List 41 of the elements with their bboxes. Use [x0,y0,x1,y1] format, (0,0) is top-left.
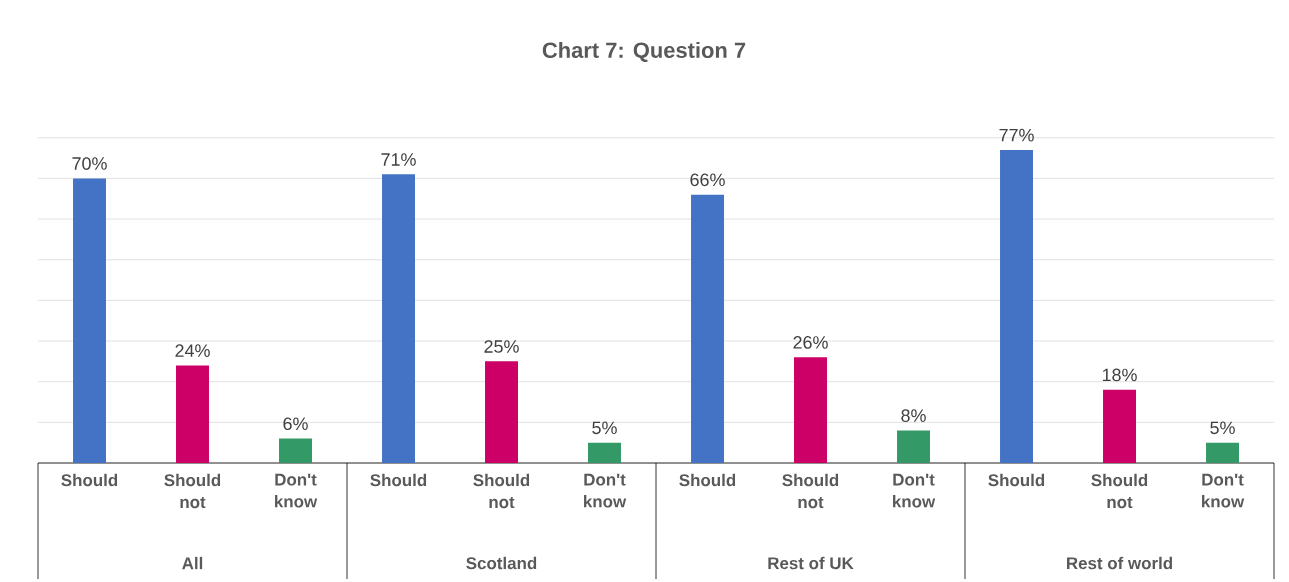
data-label: 6% [283,417,308,431]
bar [176,365,209,463]
x-tick-label: Should [61,473,118,487]
x-tick-label: Don't know [275,473,318,508]
data-label: 70% [72,157,107,170]
text: Rest of UK [768,556,854,570]
data-label: 8% [901,409,926,422]
data-label: 26% [793,336,828,349]
bar [794,357,827,463]
x-tick-label: Should not [473,473,530,509]
data-label: 5% [1210,421,1235,435]
data-label: 66% [690,173,725,187]
bar [485,361,518,463]
data-label: 5% [592,421,617,435]
bar [1103,389,1136,463]
bar [1000,149,1033,463]
x-tick-label: Don't know [584,473,627,508]
x-tick-label: Should not [1091,473,1148,509]
text: Scotland [466,556,537,570]
x-tick-label: Should [370,473,427,487]
x-tick-label: Don't know [893,473,936,508]
data-label: 77% [999,128,1034,142]
bar [73,178,106,463]
text: All [182,556,203,570]
x-tick-label: Don't know [1202,473,1245,508]
data-label: 71% [381,153,416,166]
x-tick-label: Should [988,473,1045,487]
bar [279,438,312,463]
x-tick-label: Should [679,473,736,487]
x-tick-label: Should not [164,473,221,509]
bar [588,442,621,463]
bar [1206,442,1239,463]
data-label: 25% [484,340,519,353]
bar [691,194,724,463]
chart-title: Chart 7: Question 7 [542,41,746,63]
bar [382,174,415,463]
data-label: 18% [1102,368,1137,382]
x-tick-label: Should not [782,473,839,509]
text: Rest of world [1067,556,1173,570]
bar [897,430,930,463]
data-label: 24% [175,344,210,357]
